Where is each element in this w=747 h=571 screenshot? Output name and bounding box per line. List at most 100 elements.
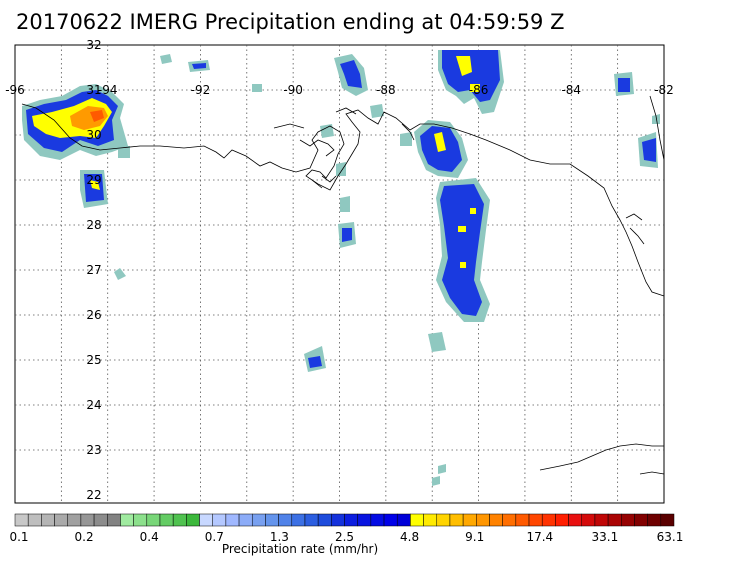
- colorbar-swatch: [410, 513, 424, 527]
- colorbar-tick-label: 0.4: [140, 530, 159, 544]
- colorbar-swatch: [331, 513, 345, 527]
- precip-core-25: [308, 356, 322, 368]
- longitude-label: -94: [98, 83, 118, 97]
- coastline-cuba-east: [639, 471, 665, 475]
- precip-core-83: [618, 78, 630, 92]
- colorbar-swatch: [357, 513, 372, 527]
- precip-band-east-core: [442, 50, 500, 102]
- longitude-label: -96: [5, 83, 25, 97]
- precipitation-field: [22, 50, 660, 486]
- latitude-label: 26: [86, 308, 101, 322]
- longitude-label: -86: [469, 83, 489, 97]
- precip-dot-31: [118, 146, 130, 158]
- colorbar-swatch: [238, 513, 253, 527]
- colorbar-swatch: [212, 513, 227, 527]
- precip-dot-82b: [652, 114, 660, 124]
- latitude-label: 25: [86, 353, 101, 367]
- precip-band-south-heavy3: [460, 262, 466, 268]
- precip-core-92: [192, 63, 206, 69]
- colorbar-swatch: [199, 513, 213, 527]
- longitude-label: -88: [376, 83, 396, 97]
- colorbar-swatch: [489, 513, 503, 527]
- latitude-label: 28: [86, 218, 101, 232]
- colorbar-swatch: [54, 513, 68, 527]
- precip-core-89n: [340, 60, 362, 88]
- precip-dot-32: [160, 54, 172, 64]
- colorbar-tick-label: 0.7: [205, 530, 224, 544]
- coastline: [21, 95, 665, 475]
- precip-band-south-core: [440, 184, 484, 316]
- colorbar-swatch: [120, 513, 134, 527]
- latitude-label: 22: [86, 488, 101, 502]
- colorbar-swatch: [476, 513, 490, 527]
- colorbar-swatch: [133, 513, 148, 527]
- colorbar-swatch: [647, 513, 662, 527]
- coastline-fl-inlet: [625, 213, 643, 221]
- colorbar-swatch: [107, 513, 121, 527]
- colorbar-swatch: [436, 513, 451, 527]
- colorbar-swatch: [541, 513, 556, 527]
- colorbar-swatch: [159, 513, 174, 527]
- precip-dot-c: [370, 104, 384, 118]
- colorbar-swatch: [67, 513, 82, 527]
- colorbar-swatch: [568, 513, 582, 527]
- latitude-label: 30: [86, 128, 101, 142]
- colorbar-swatch: [449, 513, 464, 527]
- colorbar-tick-label: 9.1: [465, 530, 484, 544]
- colorbar-tick-label: 17.4: [526, 530, 553, 544]
- colorbar-tick-label: 4.8: [400, 530, 419, 544]
- precip-cell-26: [428, 332, 446, 352]
- colorbar-swatch: [265, 513, 279, 527]
- precip-heavy-30e: [434, 132, 446, 152]
- precip-heavy-west-peak: [90, 110, 104, 122]
- colorbar-swatch: [515, 513, 530, 527]
- colorbar-tick-label: 0.2: [75, 530, 94, 544]
- precip-band-south-heavy2: [470, 208, 476, 214]
- colorbar-swatch: [607, 513, 622, 527]
- precip-core-28: [342, 228, 352, 242]
- coastline-fl-east: [649, 95, 665, 161]
- coastline-bay-4: [401, 123, 415, 141]
- colorbar: [14, 513, 675, 527]
- colorbar-swatch: [251, 513, 266, 527]
- longitude-labels: -96 -94 -92 -90 -88 -86 -84 -82: [5, 83, 674, 97]
- longitude-label: -90: [283, 83, 303, 97]
- colorbar-swatch: [172, 513, 187, 527]
- colorbar-swatch: [383, 513, 398, 527]
- colorbar-swatch: [594, 513, 609, 527]
- colorbar-tick-label: 33.1: [592, 530, 619, 544]
- colorbar-swatch: [14, 513, 29, 527]
- precip-band-south-heavy1: [458, 226, 466, 232]
- coastline-fl-west: [629, 227, 645, 245]
- precip-dot-22: [432, 476, 440, 486]
- latitude-label: 23: [86, 443, 101, 457]
- colorbar-swatch: [225, 513, 240, 527]
- map-title: 20170622 IMERG Precipitation ending at 0…: [16, 10, 565, 34]
- colorbar-tick-label: 1.3: [270, 530, 289, 544]
- coastline-delta-2: [311, 179, 323, 189]
- latitude-labels: 32 31 30 29 28 27 26 25 24 23 22: [86, 38, 101, 502]
- latitude-label: 32: [86, 38, 101, 52]
- coastline-gulf-north: [21, 103, 665, 297]
- precip-dot-e: [340, 196, 350, 212]
- precip-dot-b: [320, 124, 334, 138]
- colorbar-swatch: [80, 513, 95, 527]
- precip-heavy-29: [90, 180, 100, 190]
- colorbar-label: Precipitation rate (mm/hr): [221, 542, 379, 556]
- precip-band-east-heavy: [456, 56, 472, 76]
- precip-dot-91: [252, 84, 262, 92]
- colorbar-swatch: [581, 513, 596, 527]
- colorbar-tick-label: 0.1: [9, 530, 28, 544]
- colorbar-swatch: [186, 513, 200, 527]
- latitude-label: 24: [86, 398, 101, 412]
- coastline-bay-3: [335, 107, 357, 115]
- colorbar-swatch: [304, 513, 319, 527]
- coastline-delta-1: [321, 175, 337, 183]
- colorbar-tick-label: 63.1: [657, 530, 684, 544]
- colorbar-swatch: [146, 513, 161, 527]
- colorbar-swatch: [344, 513, 358, 527]
- colorbar-swatch: [27, 513, 42, 527]
- colorbar-swatch: [621, 513, 635, 527]
- colorbar-swatch: [291, 513, 306, 527]
